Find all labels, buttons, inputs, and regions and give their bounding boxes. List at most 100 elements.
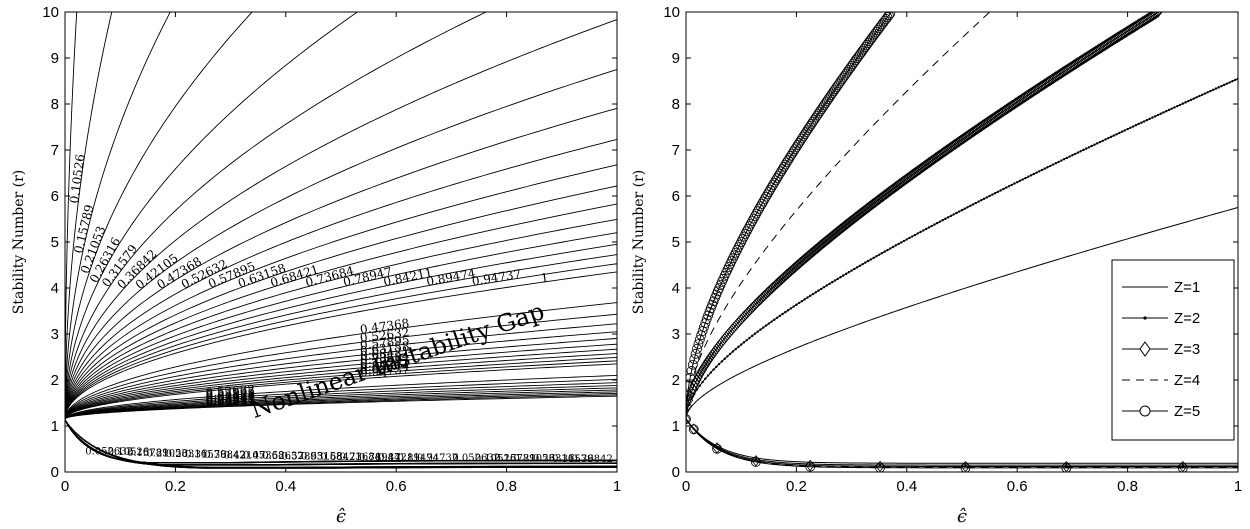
diamond-marker (909, 168, 919, 180)
dot-marker (1065, 463, 1068, 467)
dot-marker (742, 341, 746, 344)
diamond-marker (877, 191, 887, 203)
diamond-marker (686, 413, 691, 425)
diamond-marker (895, 178, 905, 190)
diamond-marker (931, 152, 941, 164)
contour-label: 1 (381, 366, 390, 380)
dot-marker (1004, 186, 1008, 189)
diamond-marker (1178, 460, 1188, 472)
x-tick-label: 0.4 (275, 478, 296, 495)
dot-marker (1131, 125, 1135, 128)
circle-marker (875, 462, 885, 472)
circle-marker (699, 322, 709, 332)
dot-marker (820, 287, 823, 291)
diamond-marker (871, 195, 881, 207)
circle-marker (752, 206, 763, 217)
dot-marker (789, 307, 793, 310)
diamond-marker (932, 151, 942, 163)
dot-marker (839, 275, 842, 279)
dot-marker (748, 336, 751, 340)
dot-marker (1112, 134, 1116, 137)
diamond-marker (958, 132, 968, 145)
circle-marker (729, 250, 740, 261)
right-y-axis-title: Stability Number (r) (631, 170, 647, 315)
dot-marker (797, 301, 801, 305)
dot-marker (1162, 111, 1165, 114)
dot-marker (803, 298, 806, 301)
diamond-marker (885, 185, 895, 197)
dot-marker (988, 194, 991, 198)
x-tick-label: 0.2 (165, 478, 186, 495)
circle-marker (686, 414, 691, 424)
diamond-marker (889, 182, 899, 194)
dot-marker (1220, 84, 1223, 88)
dot-marker (792, 305, 795, 308)
dot-marker (1073, 152, 1077, 156)
y-tick-label: 1 (51, 418, 59, 435)
dot-marker (955, 211, 958, 215)
dot-marker (974, 201, 977, 205)
dot-marker (728, 352, 732, 356)
dot-marker (949, 214, 953, 218)
contour-line (65, 185, 617, 469)
dot-marker (1134, 124, 1138, 127)
contour-label: 0.89474 (398, 453, 439, 464)
dot-marker (1096, 142, 1099, 145)
diamond-marker (979, 118, 989, 131)
diamond-marker (942, 144, 952, 156)
dot-marker (1079, 150, 1082, 153)
circle-marker (740, 229, 751, 239)
circle-marker (751, 208, 762, 219)
dot-marker (1032, 172, 1035, 176)
contour-label: 0.84211 (360, 356, 411, 374)
dot-marker (809, 294, 812, 298)
contour-label: 0.10526 (475, 453, 516, 464)
dot-marker (908, 236, 911, 240)
legend-dot-marker (1143, 316, 1147, 320)
diamond-marker (891, 181, 901, 193)
dot-marker (1007, 185, 1011, 188)
dot-marker (1145, 118, 1149, 122)
legend-label: Z=1 (1174, 279, 1200, 296)
dot-marker (1109, 135, 1113, 139)
dot-marker (891, 245, 895, 249)
diamond-marker (1061, 460, 1071, 472)
dot-marker (847, 271, 851, 274)
contour-label: 0.73684 (359, 349, 410, 367)
dot-marker (1184, 101, 1187, 104)
contour-label: 0.84211 (205, 392, 255, 408)
contour-line (65, 363, 617, 466)
dot-marker (999, 189, 1002, 192)
dot-marker (1054, 162, 1058, 165)
contour-label: 0.63158 (301, 452, 342, 463)
dot-marker (1156, 113, 1160, 117)
diamond-marker (903, 172, 913, 184)
dot-marker (935, 221, 939, 225)
contour-label: 0.31579 (552, 454, 593, 465)
dot-marker (855, 266, 859, 269)
y-tick-label: 7 (672, 142, 680, 159)
dot-marker (1137, 122, 1140, 126)
circle-marker (1061, 462, 1072, 472)
left-chart-panel: 0.105260.157890.210530.263160.315790.368… (11, 4, 621, 527)
dot-marker (1029, 174, 1033, 177)
dot-marker (878, 463, 882, 467)
dot-marker (828, 282, 831, 286)
dot-marker (1195, 96, 1198, 99)
circle-marker (686, 372, 696, 383)
dot-marker (1010, 183, 1013, 187)
dot-marker (1068, 155, 1071, 158)
diamond-marker (963, 130, 973, 142)
dot-marker (1120, 130, 1124, 133)
dot-marker (1167, 108, 1171, 112)
dot-marker (767, 322, 770, 325)
circle-marker (732, 245, 742, 255)
dot-marker (831, 280, 834, 284)
diamond-marker (968, 126, 978, 138)
dot-marker (717, 362, 721, 366)
diamond-marker (693, 371, 703, 383)
contour-line (65, 271, 617, 468)
dot-marker (751, 334, 754, 338)
dot-marker (731, 350, 735, 353)
